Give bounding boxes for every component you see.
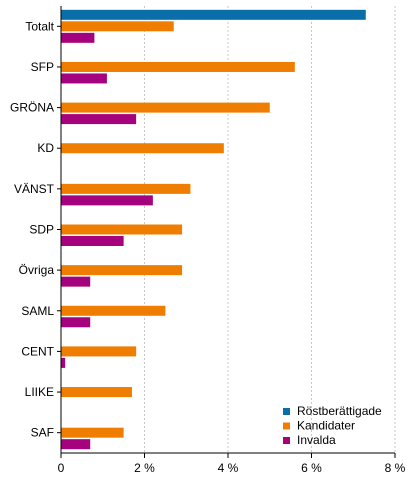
bars-layer bbox=[61, 9, 366, 450]
grid-layer bbox=[144, 6, 396, 453]
category-label-5: SDP bbox=[29, 223, 54, 237]
legend-swatch-0 bbox=[283, 408, 290, 415]
axis-layer: 0 2 % 4 % 6 % 8 % Totalt SFP GRÖNA KD VÄNST SDP Övr… bbox=[10, 6, 406, 475]
bar-kd-1 bbox=[61, 143, 224, 154]
x-tick-label-4: 8 % bbox=[385, 461, 406, 475]
bar-sdp-1 bbox=[61, 224, 183, 235]
x-tick-label-0: 0 bbox=[58, 461, 65, 475]
legend-label-1: Kandidater bbox=[297, 419, 355, 433]
bar-saml-1 bbox=[61, 305, 166, 316]
legend-label-0: Röstberättigade bbox=[297, 404, 382, 418]
bar-totalt-1 bbox=[61, 21, 174, 32]
bar-sfp-1 bbox=[61, 61, 295, 72]
category-label-1: SFP bbox=[31, 60, 54, 74]
bar-totalt-2 bbox=[61, 32, 95, 43]
category-label-3: KD bbox=[37, 141, 54, 155]
legend-swatch-2 bbox=[283, 437, 290, 444]
bar-gröna-1 bbox=[61, 102, 270, 113]
bar-saml-2 bbox=[61, 317, 91, 328]
x-tick-label-3: 6 % bbox=[301, 461, 322, 475]
bar-vänst-1 bbox=[61, 183, 191, 194]
bar-liike-1 bbox=[61, 387, 132, 398]
bar-saf-1 bbox=[61, 427, 124, 438]
category-label-9: LIIKE bbox=[25, 385, 54, 399]
bar-gröna-2 bbox=[61, 114, 137, 125]
bar-cent-2 bbox=[61, 357, 66, 368]
bar-vänst-2 bbox=[61, 195, 153, 206]
bar-sfp-2 bbox=[61, 73, 107, 84]
bar-totalt-0 bbox=[61, 9, 366, 20]
category-label-8: CENT bbox=[21, 344, 54, 358]
legend-label-2: Invalda bbox=[297, 433, 336, 447]
category-label-0: Totalt bbox=[25, 19, 54, 33]
bar-cent-1 bbox=[61, 346, 137, 357]
bar-sdp-2 bbox=[61, 236, 124, 246]
category-label-6: Övriga bbox=[19, 263, 55, 277]
category-label-2: GRÖNA bbox=[10, 101, 54, 115]
legend-swatch-1 bbox=[283, 422, 290, 430]
bar-saf-2 bbox=[61, 439, 91, 450]
x-tick-label-2: 4 % bbox=[218, 461, 239, 475]
category-label-4: VÄNST bbox=[14, 182, 55, 196]
category-label-7: SAML bbox=[21, 304, 54, 318]
x-tick-label-1: 2 % bbox=[134, 461, 155, 475]
category-label-10: SAF bbox=[31, 426, 54, 440]
bar-övriga-2 bbox=[61, 276, 91, 287]
bar-övriga-1 bbox=[61, 265, 183, 276]
